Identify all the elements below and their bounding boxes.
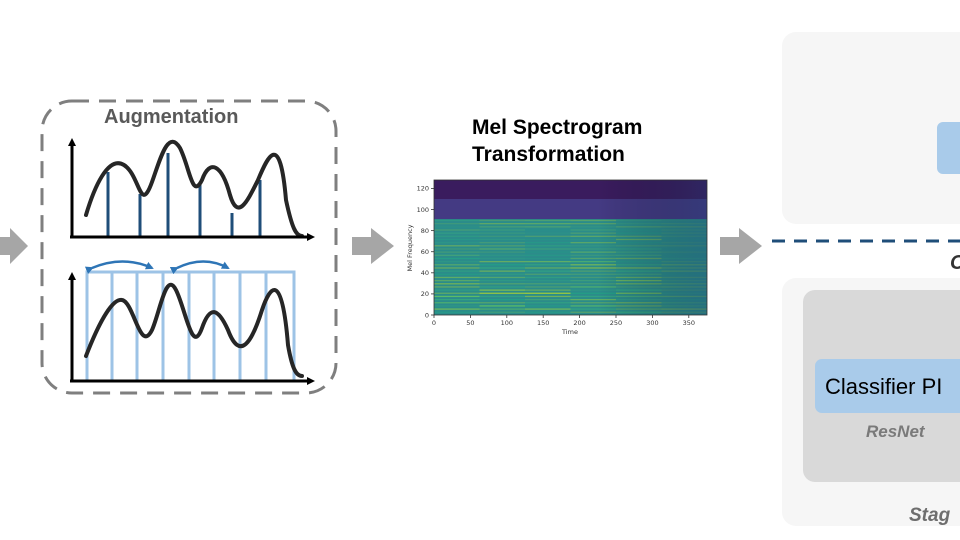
augmentation-box [40,99,338,395]
waveform-top [84,139,304,238]
flow-arrow-icon [352,228,394,264]
resnet-label: ResNet [866,422,925,441]
mel-ylabel: Mel Frequency [406,224,414,271]
y-tick-label: 80 [421,227,429,235]
swap-arrow-icon [84,260,154,275]
top-module-block [937,122,960,174]
x-tick-label: 200 [573,319,585,327]
separator-label: C [950,252,960,275]
mel-xlabel: Time [561,328,578,336]
sample-lines [106,153,262,237]
y-tick-label: 120 [417,185,429,193]
x-tick-label: 0 [432,319,436,327]
x-tick-label: 150 [537,319,549,327]
y-tick-label: 100 [417,206,429,214]
mel-title-line1: Mel Spectrogram [472,116,643,139]
mel-spectrogram-title: Mel Spectrogram Transformation [472,114,642,168]
windowing-chart [68,260,315,385]
y-tick-label: 40 [421,269,429,277]
stage-label: Stag [909,505,951,526]
classifier-label: Classifier PI [825,374,943,399]
x-tick-label: 350 [683,319,695,327]
stage-panel-top [782,32,960,224]
sampling-chart [68,138,315,241]
x-tick-label: 250 [610,319,622,327]
flow-arrow-icon [720,228,762,264]
x-tick-label: 50 [466,319,474,327]
y-tick-label: 60 [421,248,429,256]
mel-spectrogram-plot: 0 50 100 150 200 250 300 350 0 20 40 60 80 100 120 Tim… [406,179,708,336]
classifier-block [815,359,960,413]
y-tick-label: 20 [421,290,429,298]
mel-title-line2: Transformation [472,143,625,166]
flow-arrow-icon [0,228,28,264]
swap-arrow-icon [169,260,230,275]
waveform-bottom [84,282,304,378]
x-tick-label: 300 [646,319,658,327]
augmentation-title: Augmentation [104,106,239,128]
y-tick-label: 0 [425,311,429,319]
x-tick-label: 100 [501,319,513,327]
